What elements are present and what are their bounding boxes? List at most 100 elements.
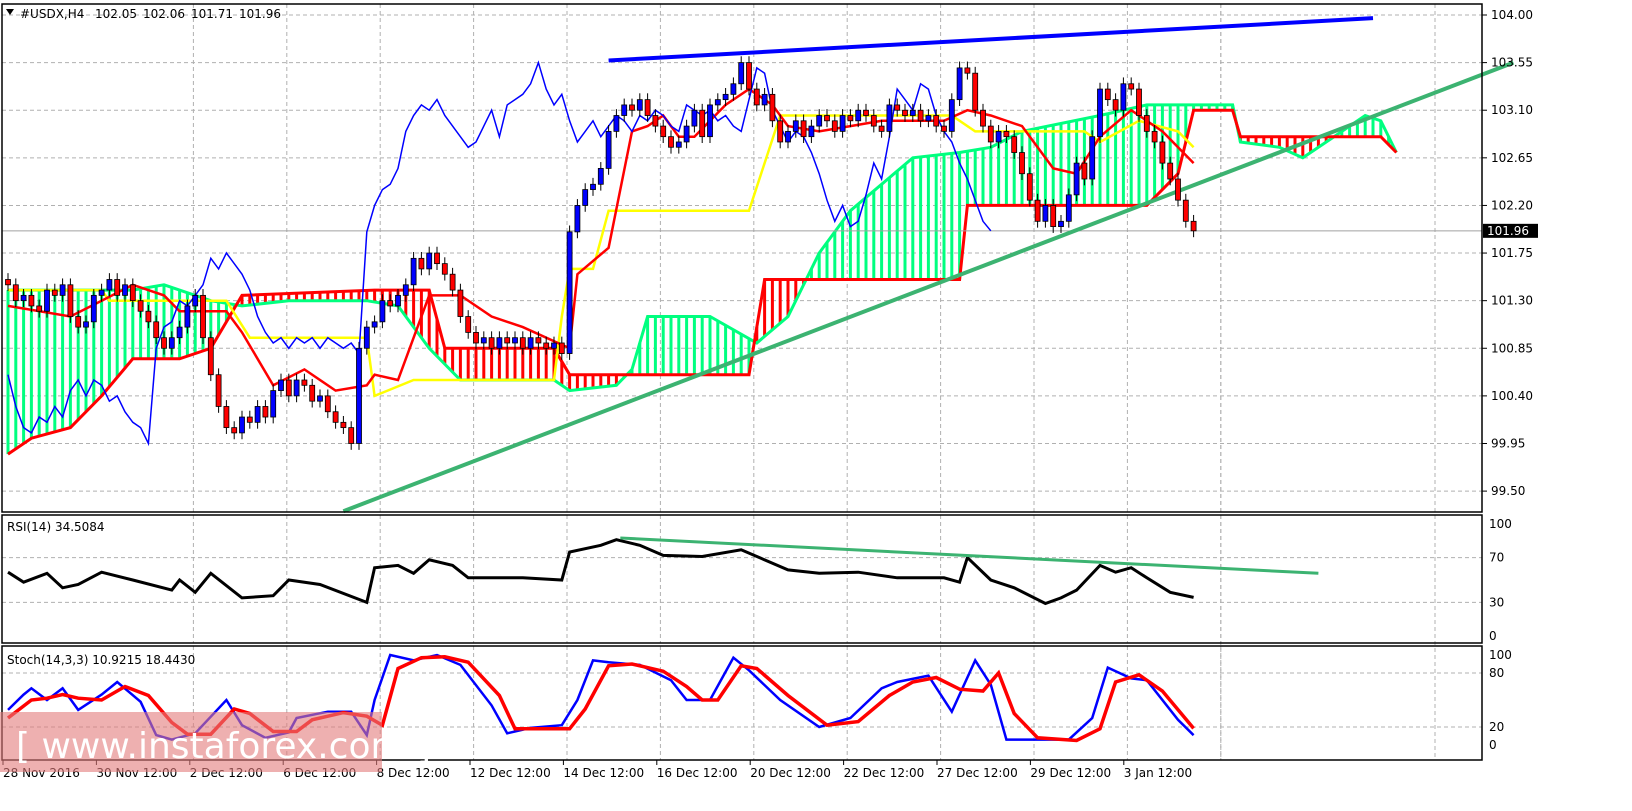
- candle-body: [207, 337, 214, 376]
- x-tick-label: 14 Dec 12:00: [563, 766, 644, 780]
- candle: [847, 109, 854, 128]
- candle-body: [1167, 162, 1174, 180]
- candle: [863, 103, 869, 122]
- panel-frame-1: [1, 514, 1483, 644]
- candle: [925, 109, 932, 128]
- candle: [67, 278, 74, 323]
- candle-body: [1073, 162, 1080, 196]
- candle-body: [1097, 88, 1103, 138]
- candle-body: [129, 284, 136, 302]
- candle-body: [839, 115, 846, 132]
- candle-body: [629, 104, 635, 111]
- candle-body: [621, 104, 628, 116]
- candle: [1058, 214, 1064, 233]
- candle-body: [59, 284, 66, 296]
- candle-body: [28, 294, 35, 307]
- candle-body: [808, 125, 815, 138]
- candle: [527, 331, 534, 355]
- candle-body: [98, 289, 105, 296]
- candle-body: [987, 125, 994, 143]
- candle-body: [356, 347, 362, 444]
- candle: [1003, 125, 1010, 144]
- candle-body: [941, 125, 947, 132]
- candle-body: [1050, 205, 1057, 228]
- candle-body: [613, 115, 620, 132]
- candle: [668, 130, 674, 154]
- candle: [98, 283, 105, 302]
- candle: [753, 82, 760, 112]
- candle-body: [1034, 199, 1041, 222]
- candle: [1128, 77, 1135, 96]
- candle: [90, 289, 97, 329]
- candle: [473, 326, 479, 350]
- candle: [785, 125, 791, 149]
- candle: [761, 88, 768, 112]
- candle-body: [114, 279, 121, 296]
- ohlc-close: 101.96: [239, 7, 281, 21]
- candle: [722, 88, 729, 106]
- candle-body: [200, 294, 206, 339]
- candle: [496, 331, 503, 355]
- candle-body: [886, 104, 893, 132]
- candle-body: [480, 337, 487, 344]
- x-tick-label: 20 Dec 12:00: [750, 766, 831, 780]
- candle: [1065, 188, 1072, 228]
- candle: [317, 389, 323, 408]
- candle-body: [1120, 83, 1127, 111]
- candle: [1034, 193, 1041, 228]
- candle-body: [1151, 130, 1158, 143]
- candle-body: [980, 109, 986, 127]
- candle-body: [1011, 136, 1018, 153]
- candle: [886, 98, 893, 138]
- candle-body: [831, 120, 838, 132]
- candle: [504, 331, 511, 350]
- dropdown-triangle-icon[interactable]: [6, 9, 14, 15]
- candle: [590, 177, 596, 196]
- candle: [1190, 214, 1197, 238]
- candle: [714, 93, 721, 112]
- candle: [83, 315, 89, 334]
- candle: [223, 400, 230, 434]
- x-tick-label: 16 Dec 12:00: [657, 766, 738, 780]
- candle: [418, 251, 425, 276]
- candle: [207, 331, 214, 382]
- candle-body: [816, 115, 823, 127]
- candle-body: [457, 289, 464, 317]
- price-axis-label: 102.20: [1491, 198, 1533, 212]
- candle: [644, 93, 651, 122]
- candle-body: [769, 93, 776, 122]
- candle-body: [473, 331, 479, 344]
- candle: [699, 103, 706, 144]
- candle: [1011, 130, 1018, 159]
- candle: [278, 373, 284, 397]
- candle-body: [785, 130, 791, 143]
- candle: [543, 336, 550, 355]
- candle: [535, 331, 542, 350]
- candle-body: [161, 337, 167, 349]
- candle-body: [309, 384, 316, 402]
- price-axis-label: 102.65: [1491, 151, 1533, 165]
- price-axis-label: 103.55: [1491, 56, 1533, 70]
- candle-body: [36, 305, 43, 312]
- candle-body: [847, 115, 854, 122]
- candle: [1089, 130, 1096, 186]
- candle: [231, 421, 238, 440]
- kijun-sen-line: [8, 114, 1195, 398]
- stoch-label: Stoch(14,3,3) 10.9215 18.4430: [7, 653, 195, 667]
- candle-body: [75, 316, 82, 328]
- candle-body: [301, 379, 308, 386]
- candle-body: [465, 316, 472, 333]
- candle: [168, 331, 175, 355]
- candle: [348, 421, 355, 450]
- candle-body: [122, 284, 128, 296]
- watermark: [ www.instaforex.com ]: [0, 712, 431, 772]
- price-axis-label: 99.50: [1491, 484, 1525, 498]
- candle: [1104, 82, 1111, 106]
- candle: [792, 114, 799, 138]
- candle: [629, 98, 635, 117]
- candle-body: [1104, 88, 1111, 101]
- candle: [309, 378, 316, 408]
- candle: [246, 410, 253, 429]
- candle-body: [67, 284, 74, 317]
